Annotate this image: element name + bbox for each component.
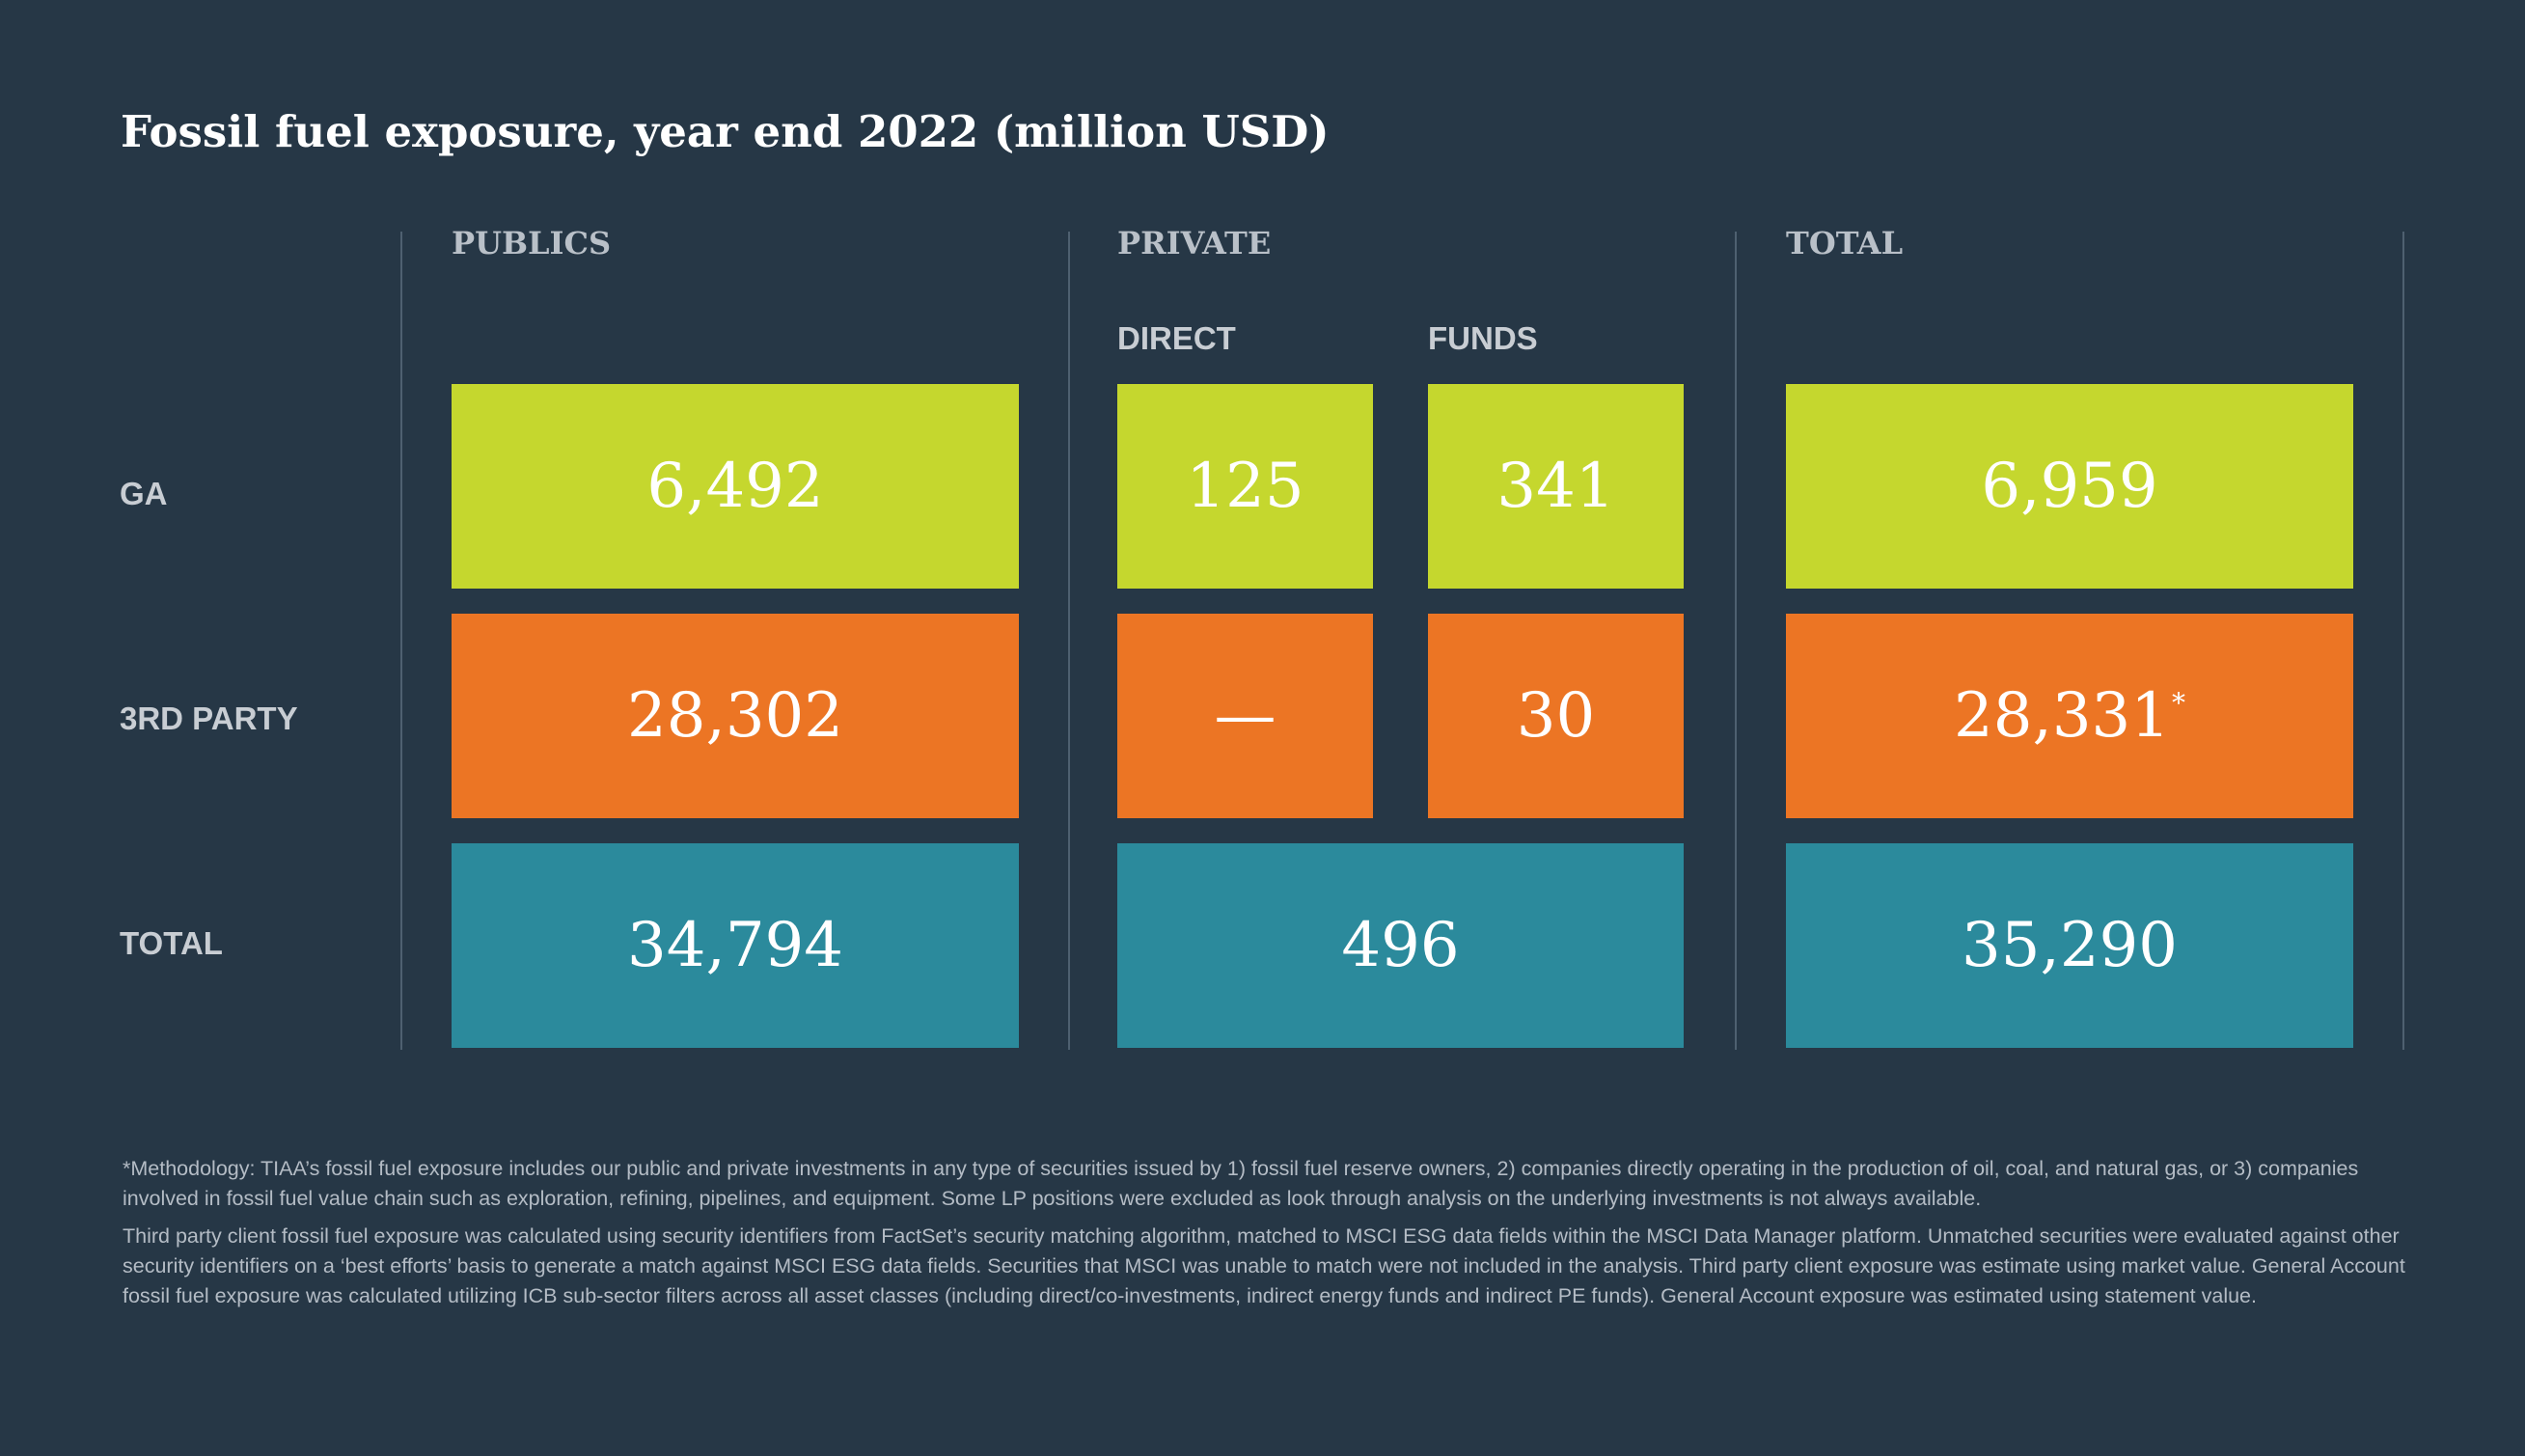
cell-total-total: 35,290 [1786, 843, 2353, 1048]
divider-right [2402, 232, 2404, 1050]
column-header-publics: PUBLICS [452, 225, 612, 261]
cell-ga-total: 6,959 [1786, 384, 2353, 589]
methodology-note: *Methodology: TIAA’s fossil fuel exposur… [123, 1157, 2359, 1210]
column-header-private: PRIVATE [1117, 225, 1272, 261]
value-total-publics: 34,794 [627, 910, 843, 981]
value-total-total: 35,290 [1962, 910, 2178, 981]
value-3rd-party-total: 28,331 [1954, 680, 2170, 752]
value-ga-publics: 6,492 [646, 451, 824, 522]
cell-3rd-party-total: 28,331 * [1786, 614, 2353, 818]
value-3rd-party-publics: 28,302 [627, 680, 843, 752]
divider-private-total [1735, 232, 1737, 1050]
value-ga-total: 6,959 [1981, 451, 2158, 522]
row-label-3rd-party: 3RD PARTY [120, 701, 298, 736]
column-header-total: TOTAL [1786, 225, 1904, 261]
footnote-marker: * [2171, 686, 2185, 719]
cell-3rd-party-private-funds: 30 [1428, 614, 1684, 818]
third-party-note: Third party client fossil fuel exposure … [123, 1224, 2405, 1307]
cell-3rd-party-publics: 28,302 [452, 614, 1019, 818]
footnotes: *Methodology: TIAA’s fossil fuel exposur… [123, 1154, 2409, 1319]
cell-total-publics: 34,794 [452, 843, 1019, 1048]
value-3rd-party-private-direct: — [1214, 680, 1276, 752]
row-label-ga: GA [120, 476, 168, 511]
cell-ga-private-funds: 341 [1428, 384, 1684, 589]
cell-ga-publics: 6,492 [452, 384, 1019, 589]
cell-total-private: 496 [1117, 843, 1684, 1048]
subcolumn-header-direct: DIRECT [1117, 320, 1236, 356]
row-label-total: TOTAL [120, 925, 223, 961]
divider-left [400, 232, 402, 1050]
subcolumn-header-funds: FUNDS [1428, 320, 1538, 356]
cell-3rd-party-private-direct: — [1117, 614, 1373, 818]
divider-publics-private [1068, 232, 1070, 1050]
chart-title: Fossil fuel exposure, year end 2022 (mil… [121, 106, 1330, 157]
value-total-private: 496 [1341, 910, 1460, 981]
value-ga-private-funds: 341 [1496, 451, 1615, 522]
value-3rd-party-private-funds: 30 [1516, 680, 1596, 752]
value-ga-private-direct: 125 [1186, 451, 1304, 522]
cell-ga-private-direct: 125 [1117, 384, 1373, 589]
